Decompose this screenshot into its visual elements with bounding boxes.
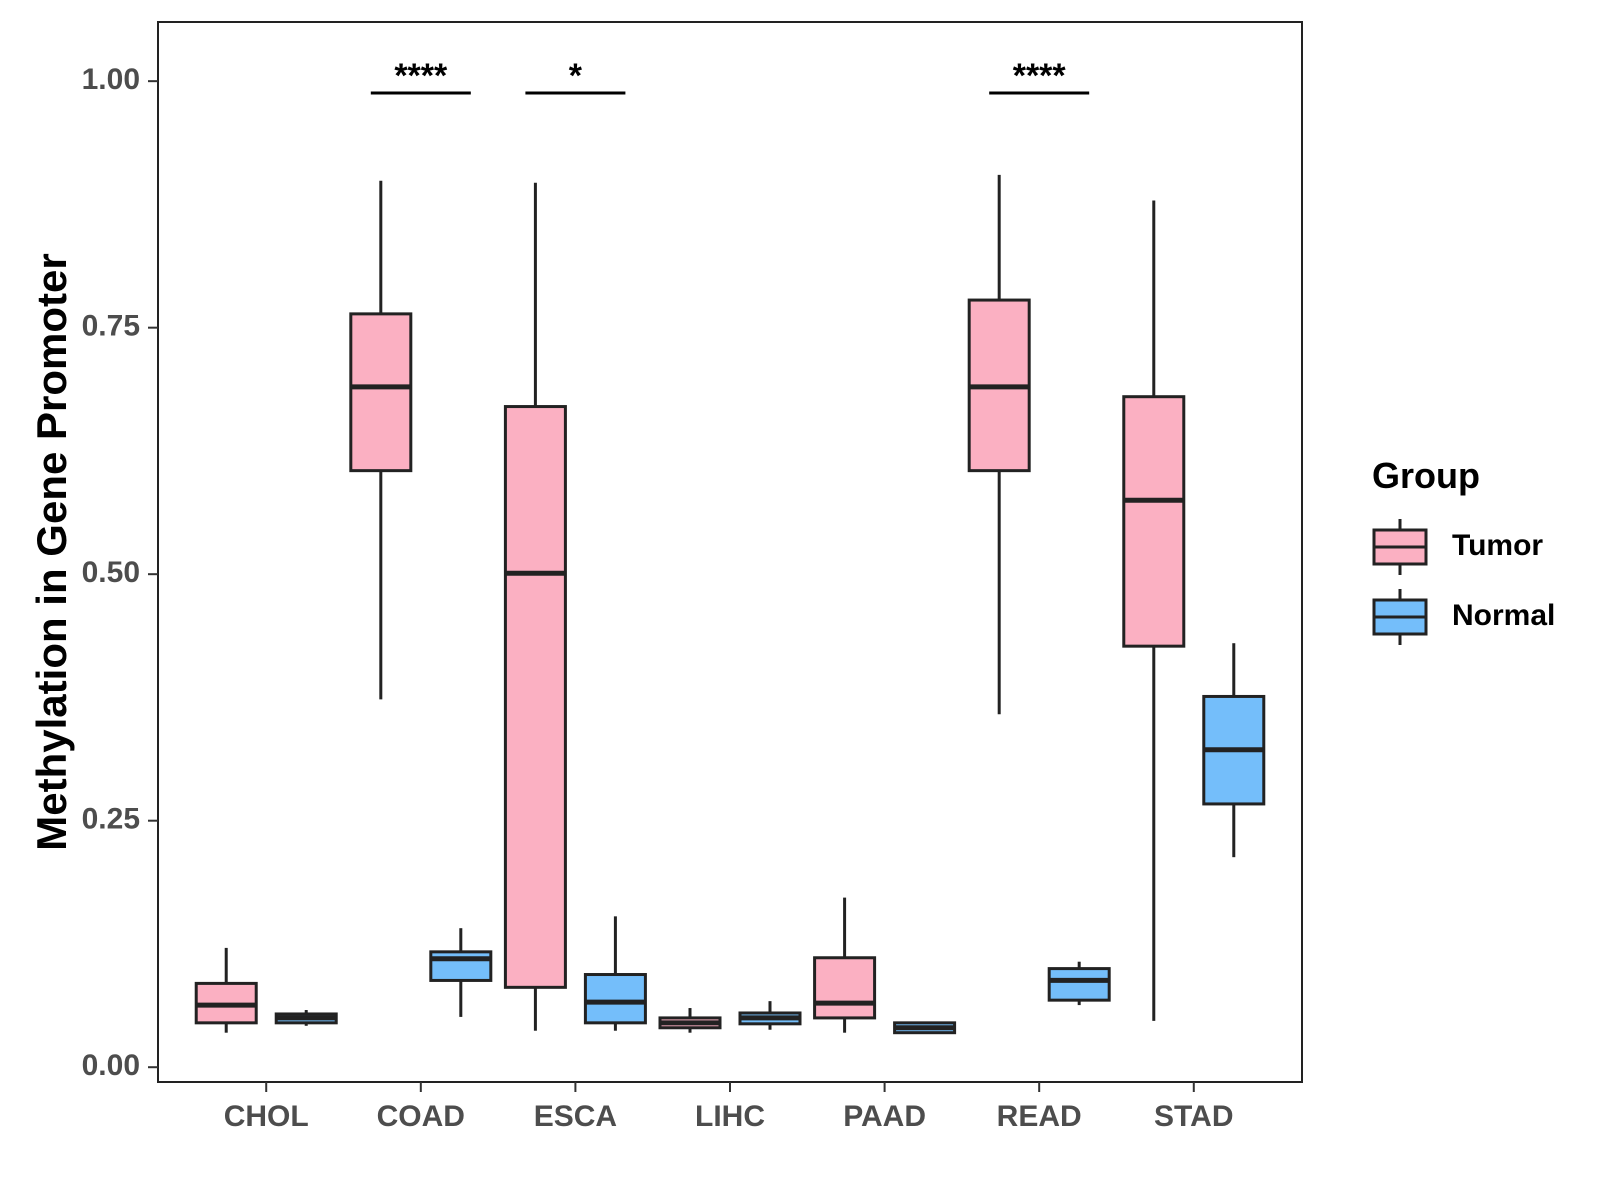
box-tumor-chol [194, 947, 258, 1033]
significance-annotations: **** * **** [370, 57, 1090, 95]
legend-entry-normal: Normal [1372, 589, 1555, 645]
box-normal-esca [583, 916, 647, 1031]
box-body [1122, 395, 1186, 648]
legend-entry-tumor: Tumor [1372, 519, 1543, 575]
x-axis: CHOL COAD ESCA LIHC PAAD READ STAD [224, 1082, 1234, 1133]
box-normal-lihc [738, 1001, 802, 1030]
box-body [583, 973, 647, 1025]
y-tick-label: 0.50 [82, 556, 140, 589]
y-tick-label: 0.25 [82, 803, 140, 836]
x-tick-label: READ [997, 1100, 1082, 1133]
box-tumor-coad [349, 180, 413, 700]
box-tumor-esca [503, 182, 567, 1031]
significance-label: **** [1013, 57, 1067, 95]
x-tick-label: LIHC [695, 1100, 765, 1133]
y-tick-label: 0.75 [82, 310, 140, 343]
legend-label: Tumor [1452, 529, 1543, 562]
legend-label: Normal [1452, 599, 1555, 632]
y-tick-label: 0.00 [82, 1049, 140, 1082]
y-axis: 0.00 0.25 0.50 0.75 1.00 [82, 63, 158, 1082]
significance-label: **** [394, 57, 448, 95]
box-body [1047, 967, 1111, 1002]
x-tick-label: COAD [377, 1100, 465, 1133]
box-tumor-lihc [658, 1008, 722, 1033]
box-normal-read [1047, 961, 1111, 1006]
box-series [194, 174, 1266, 1035]
x-tick-label: CHOL [224, 1100, 309, 1133]
x-tick-label: ESCA [534, 1100, 617, 1133]
y-axis-title: Methylation in Gene Promoter [28, 253, 75, 850]
box-normal-paad [893, 1021, 957, 1035]
box-body [349, 312, 413, 473]
box-tumor-stad [1122, 200, 1186, 1021]
legend: Group Tumor Normal [1372, 455, 1555, 645]
x-tick-label: STAD [1154, 1100, 1233, 1133]
box-tumor-read [967, 174, 1031, 715]
legend-title: Group [1372, 455, 1480, 496]
box-normal-coad [429, 928, 493, 1017]
box-tumor-paad [813, 897, 877, 1033]
plot-panel [157, 21, 1303, 1083]
box-body [813, 956, 877, 1020]
box-body [429, 950, 493, 982]
x-tick-label: PAAD [843, 1100, 926, 1133]
significance-label: * [569, 57, 583, 95]
y-tick-label: 1.00 [82, 63, 140, 96]
box-normal-chol [274, 1010, 338, 1026]
box-body [503, 405, 567, 989]
box-normal-stad [1202, 643, 1266, 858]
